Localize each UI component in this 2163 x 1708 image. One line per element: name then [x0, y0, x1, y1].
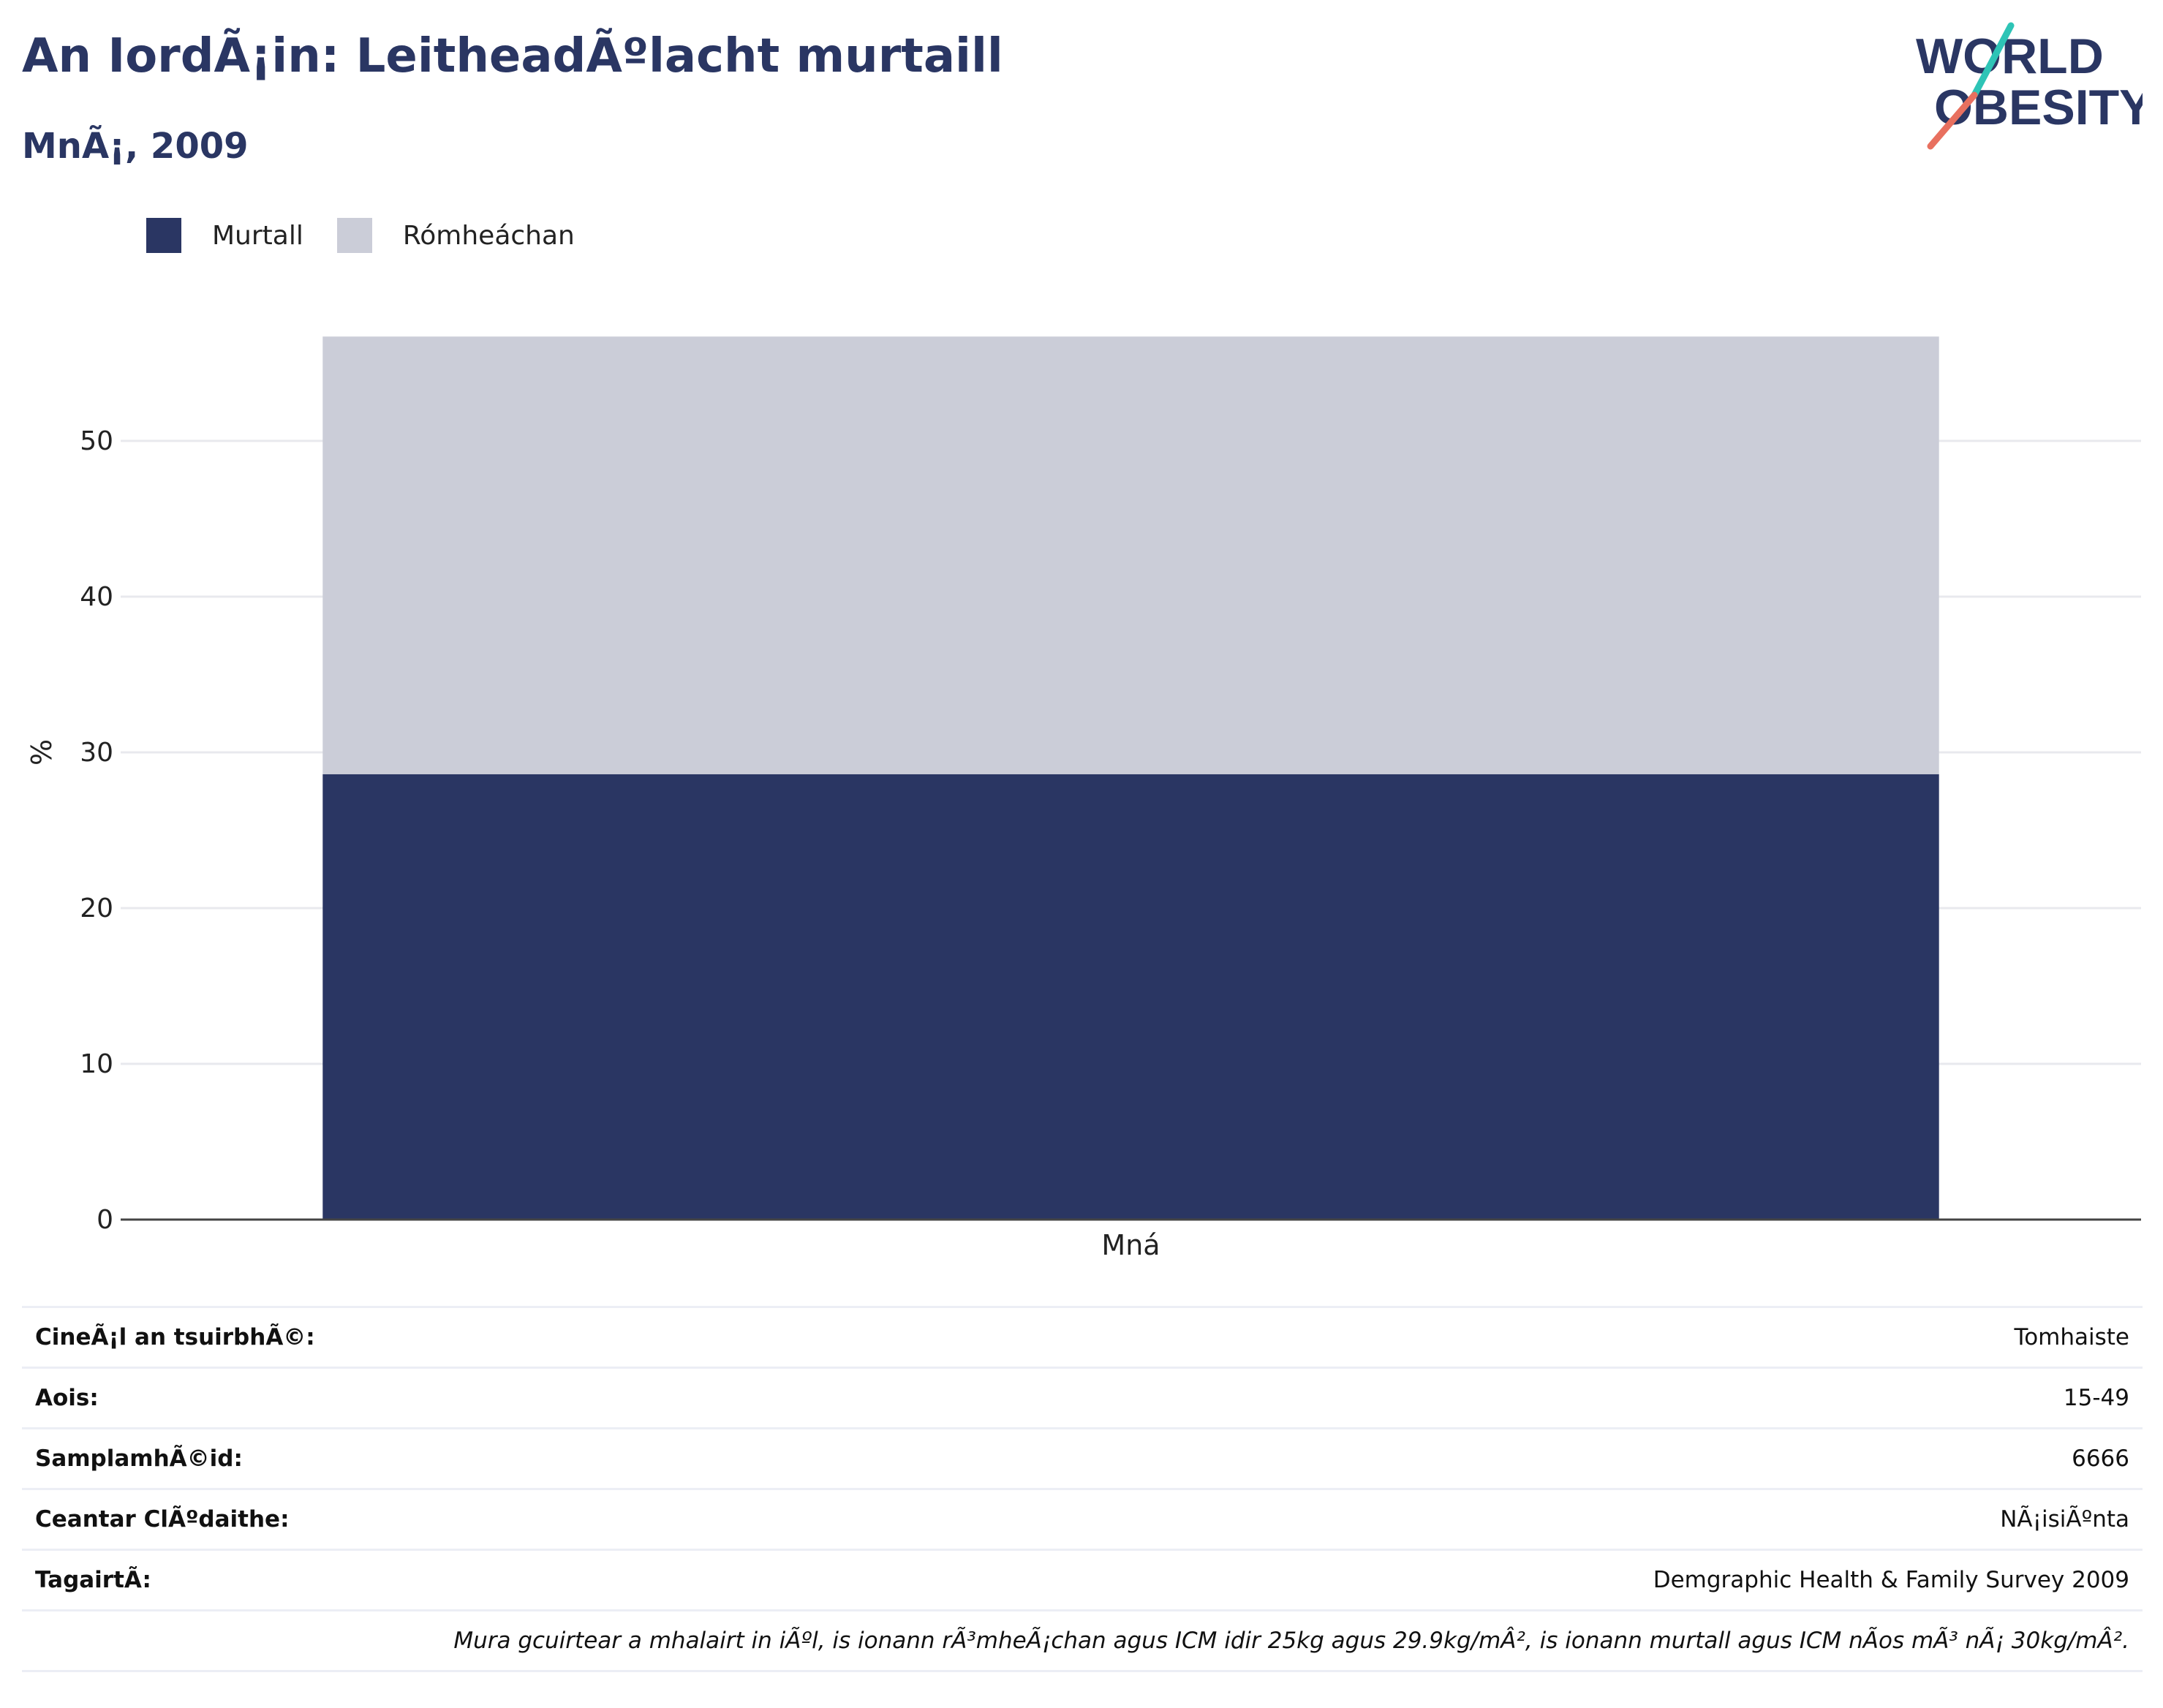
logo-word-obesity: OBESITY [1934, 80, 2143, 135]
info-row-age: Aois: 15-49 [22, 1369, 2143, 1429]
legend-swatch-murtall [146, 218, 181, 253]
info-key: TagairtÃ: [35, 1567, 151, 1593]
world-obesity-logo: WORLD OBESITY [1916, 22, 2143, 150]
logo-word-world: WORLD [1916, 29, 2104, 84]
info-key: SamplamhÃ©id: [35, 1446, 243, 1472]
info-value: Tomhaiste [2014, 1324, 2129, 1350]
x-tick-label: Mná [1101, 1229, 1160, 1261]
chart-legend: Murtall Rómheáchan [146, 216, 608, 254]
y-tick-label: 20 [80, 893, 113, 923]
info-value: 15-49 [2063, 1385, 2129, 1411]
info-row-sample-size: SamplamhÃ©id: 6666 [22, 1429, 2143, 1490]
info-value: Demgraphic Health & Family Survey 2009 [1653, 1567, 2129, 1593]
y-tick-label: 10 [80, 1049, 113, 1079]
info-row-reference: TagairtÃ: Demgraphic Health & Family Sur… [22, 1551, 2143, 1611]
logo-slash-teal [1971, 22, 2015, 99]
bar-romheachan [322, 336, 1939, 774]
legend-swatch-romheachan [336, 218, 372, 253]
legend-label-romheachan: Rómheáchan [402, 220, 575, 251]
logo-slash-coral [1927, 91, 1978, 150]
page-subtitle: MnÃ¡, 2009 [22, 126, 249, 167]
y-tick-label: 50 [80, 426, 113, 456]
survey-info-table: CineÃ¡l an tsuirbhÃ©: Tomhaiste Aois: 15… [22, 1306, 2143, 1672]
y-tick-label: 0 [97, 1205, 113, 1235]
info-value: 6666 [2072, 1446, 2129, 1472]
info-row-area-covered: Ceantar ClÃºdaithe: NÃ¡isiÃºnta [22, 1490, 2143, 1551]
legend-item-romheachan[interactable]: Rómheáchan [336, 218, 575, 253]
info-key: Ceantar ClÃºdaithe: [35, 1506, 290, 1533]
info-value: NÃ¡isiÃºnta [2000, 1506, 2129, 1533]
y-tick-label: 40 [80, 582, 113, 612]
info-key: Aois: [35, 1385, 99, 1411]
stacked-bar-chart: 0 10 20 30 40 50% Mná [26, 336, 2141, 1261]
legend-label-murtall: Murtall [212, 220, 303, 251]
bar-murtall [322, 774, 1939, 1220]
y-tick-label: 30 [80, 738, 113, 768]
y-axis-title: % [26, 739, 58, 766]
legend-item-murtall[interactable]: Murtall [146, 218, 303, 253]
footnote: Mura gcuirtear a mhalairt in iÃºl, is io… [22, 1611, 2143, 1672]
info-row-survey-type: CineÃ¡l an tsuirbhÃ©: Tomhaiste [22, 1308, 2143, 1369]
page-title: An IordÃ¡in: LeitheadÃºlacht murtaill [22, 29, 1003, 83]
info-key: CineÃ¡l an tsuirbhÃ©: [35, 1324, 315, 1350]
